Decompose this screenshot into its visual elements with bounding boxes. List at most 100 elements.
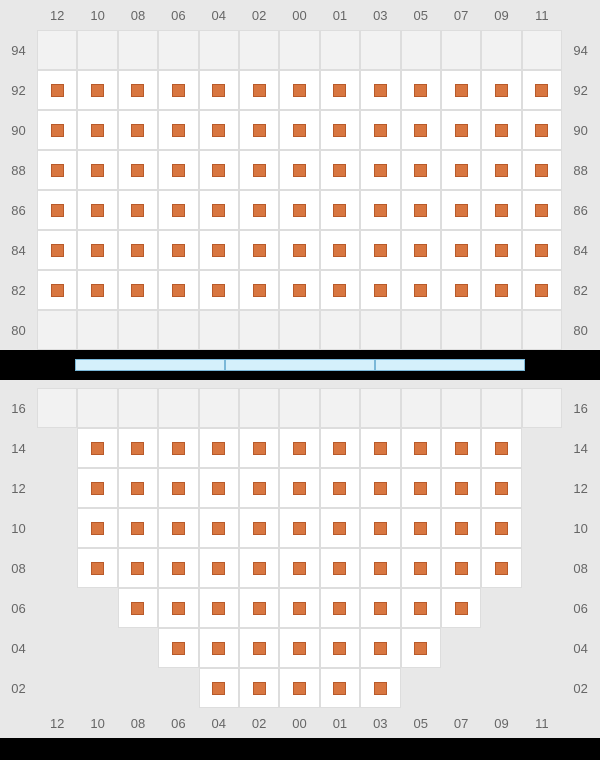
seat-cell[interactable]: [360, 110, 400, 150]
seat-cell[interactable]: [199, 668, 239, 708]
seat-cell[interactable]: [77, 508, 117, 548]
seat-cell[interactable]: [441, 70, 481, 110]
seat-cell[interactable]: [360, 668, 400, 708]
seat-cell[interactable]: [118, 468, 158, 508]
seat-cell[interactable]: [401, 548, 441, 588]
seat-cell[interactable]: [118, 70, 158, 110]
seat-cell[interactable]: [401, 588, 441, 628]
seat-cell[interactable]: [239, 270, 279, 310]
seat-cell[interactable]: [239, 508, 279, 548]
seat-cell[interactable]: [199, 150, 239, 190]
seat-cell[interactable]: [239, 190, 279, 230]
seat-cell[interactable]: [320, 588, 360, 628]
seat-cell[interactable]: [481, 230, 521, 270]
seat-cell[interactable]: [441, 548, 481, 588]
seat-cell[interactable]: [481, 548, 521, 588]
seat-cell[interactable]: [279, 588, 319, 628]
seat-cell[interactable]: [118, 150, 158, 190]
seat-cell[interactable]: [481, 428, 521, 468]
seat-cell[interactable]: [279, 230, 319, 270]
seat-cell[interactable]: [118, 588, 158, 628]
seat-cell[interactable]: [441, 468, 481, 508]
seat-cell[interactable]: [441, 150, 481, 190]
seat-cell[interactable]: [158, 190, 198, 230]
seat-cell[interactable]: [441, 508, 481, 548]
seat-cell[interactable]: [118, 190, 158, 230]
seat-cell[interactable]: [158, 230, 198, 270]
seat-cell[interactable]: [522, 270, 562, 310]
seat-cell[interactable]: [401, 190, 441, 230]
seat-cell[interactable]: [158, 110, 198, 150]
seat-cell[interactable]: [239, 150, 279, 190]
seat-cell[interactable]: [158, 270, 198, 310]
seat-cell[interactable]: [239, 468, 279, 508]
seat-cell[interactable]: [158, 588, 198, 628]
seat-cell[interactable]: [199, 588, 239, 628]
seat-cell[interactable]: [320, 628, 360, 668]
seat-cell[interactable]: [279, 270, 319, 310]
seat-cell[interactable]: [320, 270, 360, 310]
seat-cell[interactable]: [158, 468, 198, 508]
seat-cell[interactable]: [401, 628, 441, 668]
seat-cell[interactable]: [401, 428, 441, 468]
seat-cell[interactable]: [279, 428, 319, 468]
seat-cell[interactable]: [401, 70, 441, 110]
seat-cell[interactable]: [360, 270, 400, 310]
seat-cell[interactable]: [279, 110, 319, 150]
seat-cell[interactable]: [77, 428, 117, 468]
seat-cell[interactable]: [481, 150, 521, 190]
seat-cell[interactable]: [77, 468, 117, 508]
seat-cell[interactable]: [239, 548, 279, 588]
seat-cell[interactable]: [37, 190, 77, 230]
seat-cell[interactable]: [320, 508, 360, 548]
seat-cell[interactable]: [441, 428, 481, 468]
seat-cell[interactable]: [441, 190, 481, 230]
seat-cell[interactable]: [37, 150, 77, 190]
seat-cell[interactable]: [481, 468, 521, 508]
seat-cell[interactable]: [360, 508, 400, 548]
seat-cell[interactable]: [199, 270, 239, 310]
seat-cell[interactable]: [37, 70, 77, 110]
seat-cell[interactable]: [320, 70, 360, 110]
seat-cell[interactable]: [77, 548, 117, 588]
seat-cell[interactable]: [199, 230, 239, 270]
seat-cell[interactable]: [199, 70, 239, 110]
seat-cell[interactable]: [522, 190, 562, 230]
seat-cell[interactable]: [481, 270, 521, 310]
seat-cell[interactable]: [118, 230, 158, 270]
seat-cell[interactable]: [360, 628, 400, 668]
seat-cell[interactable]: [118, 110, 158, 150]
seat-cell[interactable]: [199, 190, 239, 230]
seat-cell[interactable]: [360, 150, 400, 190]
seat-cell[interactable]: [401, 468, 441, 508]
seat-cell[interactable]: [199, 428, 239, 468]
seat-cell[interactable]: [199, 548, 239, 588]
seat-cell[interactable]: [522, 70, 562, 110]
seat-cell[interactable]: [360, 428, 400, 468]
seat-cell[interactable]: [279, 190, 319, 230]
seat-cell[interactable]: [77, 190, 117, 230]
seat-cell[interactable]: [279, 150, 319, 190]
seat-cell[interactable]: [199, 508, 239, 548]
seat-cell[interactable]: [279, 508, 319, 548]
seat-cell[interactable]: [360, 230, 400, 270]
seat-cell[interactable]: [360, 548, 400, 588]
seat-cell[interactable]: [199, 110, 239, 150]
seat-cell[interactable]: [239, 668, 279, 708]
seat-cell[interactable]: [279, 548, 319, 588]
seat-cell[interactable]: [199, 628, 239, 668]
seat-cell[interactable]: [441, 588, 481, 628]
seat-cell[interactable]: [37, 110, 77, 150]
seat-cell[interactable]: [522, 230, 562, 270]
seat-cell[interactable]: [158, 628, 198, 668]
seat-cell[interactable]: [481, 190, 521, 230]
seat-cell[interactable]: [239, 588, 279, 628]
seat-cell[interactable]: [320, 150, 360, 190]
seat-cell[interactable]: [360, 588, 400, 628]
seat-cell[interactable]: [522, 150, 562, 190]
seat-cell[interactable]: [481, 508, 521, 548]
seat-cell[interactable]: [199, 468, 239, 508]
seat-cell[interactable]: [279, 468, 319, 508]
seat-cell[interactable]: [401, 508, 441, 548]
seat-cell[interactable]: [401, 150, 441, 190]
